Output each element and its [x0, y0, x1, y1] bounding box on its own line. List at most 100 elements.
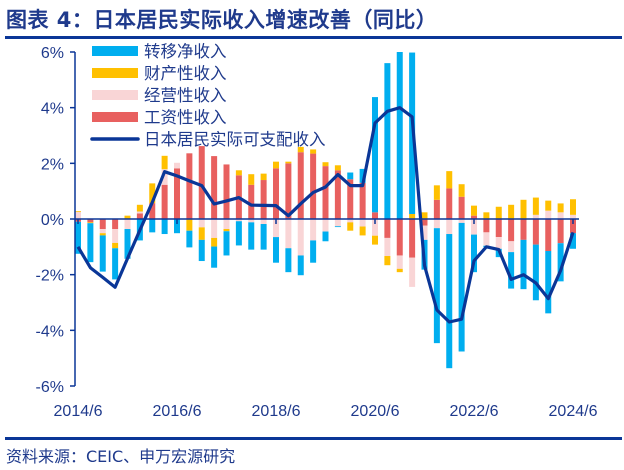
bar-segment-1	[310, 149, 317, 154]
bar-segment-0	[384, 63, 391, 220]
bar-segment-3	[211, 156, 218, 219]
bar-segment-0	[396, 52, 403, 219]
bar-segment-1	[87, 222, 94, 224]
bar-segment-0	[186, 230, 193, 248]
bar-segment-3	[248, 184, 255, 219]
bar-segment-2	[322, 219, 329, 232]
bar-segment-2	[471, 219, 477, 235]
bar-segment-2	[310, 219, 317, 241]
bar-segment-1	[520, 199, 527, 219]
bar-segment-0	[545, 251, 552, 314]
bar-segment-3	[384, 219, 391, 238]
bar-segment-1	[545, 200, 552, 211]
bar-segment-1	[198, 227, 205, 240]
bar-segment-0	[149, 219, 156, 233]
bar-segment-3	[310, 153, 317, 219]
bar-segment-1	[161, 155, 168, 170]
legend-swatch	[92, 46, 138, 56]
bar-segment-0	[372, 97, 378, 213]
legend-label: 转移净收入	[144, 42, 227, 61]
bar-segment-1	[347, 222, 354, 231]
legend-label: 工资性收入	[144, 108, 227, 127]
bar-segment-2	[483, 232, 490, 246]
bar-segment-0	[161, 219, 168, 235]
bar-segment-3	[372, 212, 378, 219]
bar-segment-2	[508, 241, 515, 253]
bar-segment-1	[322, 162, 329, 167]
bar-segment-3	[149, 203, 156, 219]
bar-segment-2	[161, 169, 168, 185]
bar-segment-0	[198, 239, 205, 262]
bar-segment-0	[520, 239, 527, 290]
x-tick-label: 2014/6	[54, 403, 103, 420]
bar-segment-2	[384, 237, 391, 257]
bar-segment-0	[322, 231, 329, 242]
bar-segment-2	[359, 219, 366, 227]
bar-segment-1	[297, 146, 304, 153]
bar-segment-1	[124, 215, 131, 219]
bar-segment-2	[285, 219, 292, 249]
bar-segment-2	[75, 212, 81, 219]
x-tick-label: 2022/6	[450, 403, 499, 420]
bar-segment-3	[87, 219, 94, 223]
bar-segment-3	[458, 196, 465, 219]
legend-label: 日本居民实际可支配收入	[144, 130, 326, 149]
bar-segment-3	[483, 219, 490, 233]
y-tick-label: 2%	[41, 156, 64, 173]
source-note: 资料来源：CEIC、申万宏源研究	[6, 447, 236, 466]
bar-segment-1	[112, 242, 119, 249]
bar-segment-1	[248, 174, 255, 185]
bar-segment-2	[198, 219, 205, 228]
bar-segment-3	[285, 163, 292, 219]
bar-segment-1	[421, 212, 428, 219]
bar-segment-2	[112, 229, 119, 243]
y-tick-label: -6%	[36, 379, 64, 396]
x-tick-label: 2024/6	[549, 403, 598, 420]
bar-segment-1	[396, 268, 403, 273]
bar-segment-3	[520, 219, 527, 240]
bar-segment-1	[557, 203, 564, 213]
bar-segment-1	[136, 204, 143, 212]
bar-segment-1	[409, 213, 416, 219]
y-tick-label: -4%	[36, 323, 64, 340]
bar-segment-3	[433, 199, 440, 219]
bar-segment-0	[334, 226, 341, 228]
bar-segment-1	[433, 185, 440, 200]
bar-segment-0	[75, 221, 81, 254]
bar-segment-3	[260, 180, 267, 219]
bar-segment-0	[557, 243, 564, 282]
bar-segment-3	[136, 213, 143, 219]
bar-segment-3	[557, 219, 564, 244]
bar-segment-3	[495, 219, 502, 238]
bar-segment-1	[471, 205, 477, 216]
bar-segment-3	[446, 188, 453, 219]
bar-segment-2	[99, 229, 106, 234]
bar-segment-2	[409, 257, 416, 287]
bar-segment-3	[223, 164, 230, 219]
bar-segment-1	[446, 171, 453, 189]
bar-segment-2	[235, 219, 242, 222]
footer-divider	[5, 437, 622, 440]
bar-segment-0	[508, 252, 515, 289]
x-tick-label: 2016/6	[153, 403, 202, 420]
bar-segment-2	[248, 219, 255, 223]
income-line	[76, 106, 575, 324]
bar-segment-1	[372, 235, 378, 245]
bar-segment-0	[570, 233, 576, 249]
bar-segment-2	[545, 210, 552, 219]
bar-segment-2	[433, 219, 440, 229]
bar-segment-1	[359, 226, 366, 236]
y-tick-label: 0%	[41, 212, 64, 229]
bar-segment-1	[235, 170, 242, 176]
bar-segment-0	[285, 248, 292, 273]
bar-segment-1	[458, 184, 465, 197]
bar-segment-0	[532, 244, 539, 301]
bar-segment-0	[124, 229, 131, 259]
bar-segment-2	[273, 219, 279, 238]
bar-segment-1	[186, 219, 193, 231]
line-layer	[76, 106, 575, 324]
bar-segment-1	[285, 161, 292, 164]
bar-segment-3	[508, 219, 515, 242]
bar-segment-2	[211, 219, 218, 238]
